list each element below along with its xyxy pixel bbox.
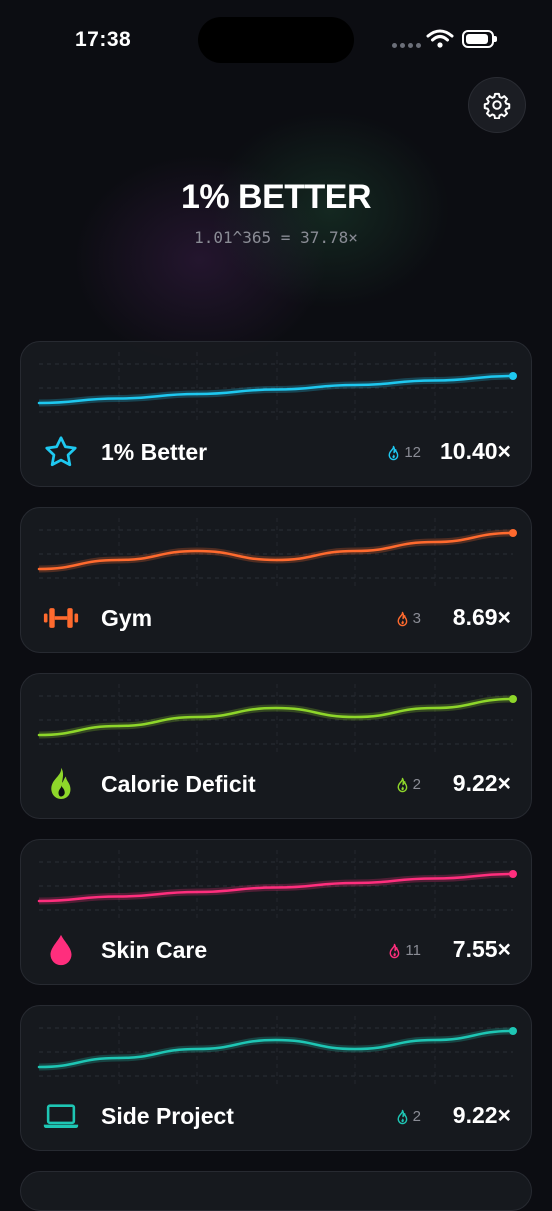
dynamic-island bbox=[198, 17, 354, 63]
streak-badge: 3 bbox=[396, 610, 421, 627]
trend-endpoint bbox=[509, 372, 517, 380]
streak-count: 2 bbox=[412, 776, 421, 793]
streak-count: 3 bbox=[412, 610, 421, 627]
streak-flame-icon bbox=[397, 611, 407, 626]
trend-chart bbox=[37, 1016, 517, 1088]
habit-name: Skin Care bbox=[101, 937, 208, 963]
habit-card[interactable]: 1% Better 12 10.40× bbox=[20, 341, 532, 487]
laptop-icon bbox=[43, 1098, 79, 1134]
trend-line bbox=[37, 697, 515, 737]
page-title: 1% BETTER bbox=[180, 178, 372, 216]
trend-line bbox=[37, 531, 515, 571]
habit-multiplier: 9.22× bbox=[452, 770, 511, 796]
trend-line-glow bbox=[38, 529, 514, 573]
star-icon bbox=[43, 434, 79, 470]
dumbbell-icon bbox=[43, 600, 79, 636]
habit-multiplier: 7.55× bbox=[452, 936, 511, 962]
settings-button[interactable] bbox=[468, 77, 526, 133]
gear-icon bbox=[483, 92, 511, 119]
battery-level bbox=[466, 34, 488, 44]
trend-chart bbox=[37, 850, 517, 922]
habit-multiplier: 8.69× bbox=[452, 604, 511, 630]
streak-badge: 2 bbox=[396, 1108, 421, 1125]
cellular-signal-icon bbox=[392, 43, 421, 48]
status-bar: 17:38 bbox=[0, 0, 552, 80]
streak-badge: 2 bbox=[396, 776, 421, 793]
habit-multiplier: 9.22× bbox=[452, 1102, 511, 1128]
trend-endpoint bbox=[509, 529, 517, 537]
streak-count: 12 bbox=[404, 444, 421, 461]
trend-line bbox=[37, 1029, 515, 1069]
habit-card[interactable]: Gym 3 8.69× bbox=[20, 507, 532, 653]
habit-card[interactable]: Calorie Deficit 2 9.22× bbox=[20, 673, 532, 819]
streak-flame-icon bbox=[388, 445, 399, 460]
trend-chart bbox=[37, 684, 517, 756]
habit-card[interactable]: Skin Care 11 7.55× bbox=[20, 839, 532, 985]
streak-flame-icon bbox=[397, 777, 407, 792]
trend-endpoint bbox=[509, 870, 517, 878]
trend-endpoint bbox=[509, 1027, 517, 1035]
habit-card[interactable]: Side Project 2 9.22× bbox=[20, 1005, 532, 1151]
streak-count: 11 bbox=[405, 942, 421, 959]
trend-chart bbox=[37, 352, 517, 424]
drop-icon bbox=[43, 932, 79, 968]
habit-name: Gym bbox=[101, 605, 153, 631]
wifi-icon bbox=[426, 29, 454, 48]
trend-endpoint bbox=[509, 695, 517, 703]
streak-badge: 11 bbox=[388, 942, 421, 959]
trend-line-glow bbox=[38, 1027, 514, 1071]
habit-name: Calorie Deficit bbox=[101, 771, 256, 797]
status-time: 17:38 bbox=[75, 28, 132, 51]
trend-line-glow bbox=[38, 695, 514, 739]
trend-line bbox=[37, 374, 515, 405]
trend-line bbox=[37, 872, 515, 903]
battery-icon bbox=[462, 30, 497, 48]
streak-flame-icon bbox=[397, 1109, 407, 1124]
flame-icon bbox=[43, 766, 79, 802]
streak-flame-icon bbox=[390, 943, 400, 958]
streak-badge: 12 bbox=[387, 444, 421, 461]
streak-count: 2 bbox=[412, 1108, 421, 1125]
formula-text: 1.01^365 = 37.78× bbox=[194, 228, 358, 247]
habit-card-partial[interactable] bbox=[20, 1171, 532, 1211]
habit-name: Side Project bbox=[101, 1103, 234, 1129]
habit-name: 1% Better bbox=[101, 439, 208, 465]
habit-multiplier: 10.40× bbox=[440, 438, 511, 464]
trend-chart bbox=[37, 518, 517, 590]
